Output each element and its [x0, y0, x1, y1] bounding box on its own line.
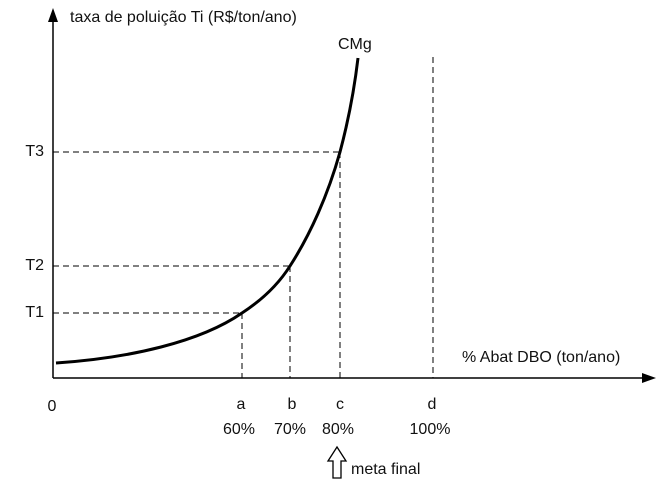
- annotation: meta final: [351, 461, 420, 478]
- x-axis-arrow: [642, 373, 656, 383]
- y-axis-arrow: [48, 8, 58, 22]
- origin-label: 0: [48, 398, 57, 415]
- y-axis-label: taxa de poluição Ti (R$/ton/ano): [70, 9, 297, 26]
- x-point-percent: 70%: [274, 421, 306, 438]
- cmg-curve: [55, 57, 360, 365]
- curve-label: CMg: [338, 36, 372, 53]
- y-level-label: T1: [25, 304, 44, 321]
- x-point-letter: c: [336, 396, 344, 413]
- x-point-percent: 60%: [223, 421, 255, 438]
- x-axis-label: % Abat DBO (ton/ano): [462, 349, 620, 366]
- y-level-label: T3: [25, 143, 44, 160]
- y-level-label: T2: [25, 257, 44, 274]
- x-point-percent: 100%: [410, 421, 451, 438]
- x-point-percent: 80%: [322, 421, 354, 438]
- x-point-letter: a: [237, 396, 246, 413]
- target-arrow: [326, 445, 348, 479]
- x-point-letter: b: [288, 396, 297, 413]
- x-point-letter: d: [428, 396, 437, 413]
